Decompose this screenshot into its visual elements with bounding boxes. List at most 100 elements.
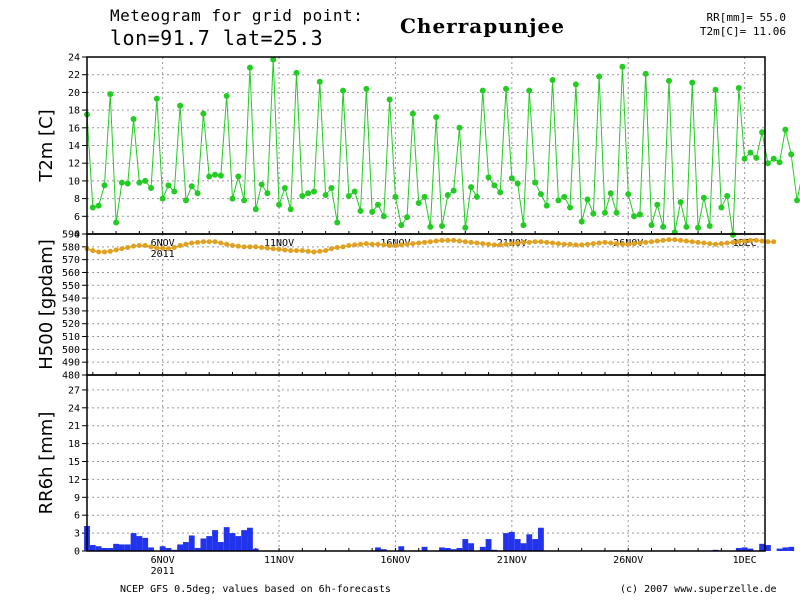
h500-point [579,242,585,248]
h500-ytick-label: 550 [62,281,80,292]
t2m-point [572,81,579,88]
h500-point [317,248,323,254]
t2m-point [340,87,347,94]
rr6h-bar [514,539,521,551]
t2m-point [293,69,300,76]
t2m-point [456,124,463,131]
h500-ytick-label: 580 [62,242,80,253]
h500-point [456,238,462,244]
rr6h-bar [159,546,166,551]
h500-point [282,247,288,253]
h500-point [270,246,276,252]
rr6h-bar [375,547,381,551]
h500-point [218,240,224,246]
h500-point [532,239,538,245]
rr6h-bar [183,542,189,551]
t2m-point [374,201,381,208]
h500-point [538,239,544,245]
rr6h-bar [747,548,754,551]
h500-point [177,243,183,249]
t2m-point [328,184,335,191]
t2m-point [660,223,667,230]
rr6h-bar [247,527,253,551]
h500-point [131,243,137,249]
h500-point [683,238,689,244]
h500-point [328,246,334,252]
h500-ytick-label: 590 [62,230,80,241]
t2m-ytick-label: 14 [68,141,80,152]
t2m-point [386,96,393,103]
t2m-point [473,193,480,200]
h500-point [736,239,742,245]
h500-point [247,244,253,250]
t2m-point [590,210,597,217]
t2m-point [398,222,405,229]
rr6h-bar [188,535,195,551]
rr6h-bar [532,539,539,551]
h500-point [358,241,364,247]
rr6h-date-label: 11NOV [264,555,294,566]
t2m-point [526,87,533,94]
rr6h-bar [741,547,748,551]
h500-point [229,243,235,249]
h500-ytick-label: 570 [62,255,80,266]
h500-point [241,244,247,250]
t2m-point [450,187,457,194]
h500-point [183,241,189,247]
h500-point [276,246,282,252]
rr6h-bar [124,544,131,551]
h500-point [427,239,433,245]
t2m-point [433,114,440,121]
t2m-ytick-label: 18 [68,106,80,117]
h500-point [654,238,660,244]
rr6h-year-label: 2011 [151,566,175,577]
h500-point [596,240,602,246]
h500-ytick-label: 480 [62,371,80,382]
t2m-point [444,192,451,199]
h500-point [753,237,759,243]
t2m-ytick-label: 6 [74,212,80,223]
t2m-point [200,110,207,117]
h500-point [695,239,701,245]
h500-point [369,241,375,247]
h500-point [299,248,305,254]
t2m-point [561,193,568,200]
t2m-point [625,191,632,198]
t2m-point [107,91,114,98]
t2m-ytick-label: 22 [68,70,80,81]
t2m-point [764,160,771,167]
h500-ytick-label: 500 [62,345,80,356]
h500-ytick-label: 490 [62,358,80,369]
rr6h-axis-title: RR6h [mm] [36,412,57,515]
t2m-point [427,223,434,230]
h500-point [142,243,148,249]
t2m-point [712,86,719,93]
t2m-point [689,79,696,86]
rr6h-bar [503,533,509,551]
t2m-point [334,219,341,226]
rr-total-stat: RR[mm]= 55.0 [706,11,786,24]
t2m-ytick-label: 4 [74,230,80,241]
rr6h-bar [107,548,114,551]
h500-point [189,240,195,246]
t2m-point [421,193,428,200]
rr6h-bar [217,542,224,551]
t2m-point [601,209,608,216]
h500-point [701,240,707,246]
t2m-point [578,218,585,225]
h500-point [160,245,166,251]
rr6h-ytick-label: 6 [74,511,80,522]
h500-point [637,240,643,246]
t2m-point [665,77,672,84]
title-line1: Meteogram for grid point: [110,6,364,25]
t2m-point [310,188,317,195]
footer-copyright: (c) 2007 www.superzelle.de [620,584,777,595]
h500-point [602,239,608,245]
t2m-point [124,180,131,187]
t2m-point [613,209,620,216]
t2m-point [392,193,399,200]
t2m-point [532,179,539,186]
t2m-point [695,224,702,231]
